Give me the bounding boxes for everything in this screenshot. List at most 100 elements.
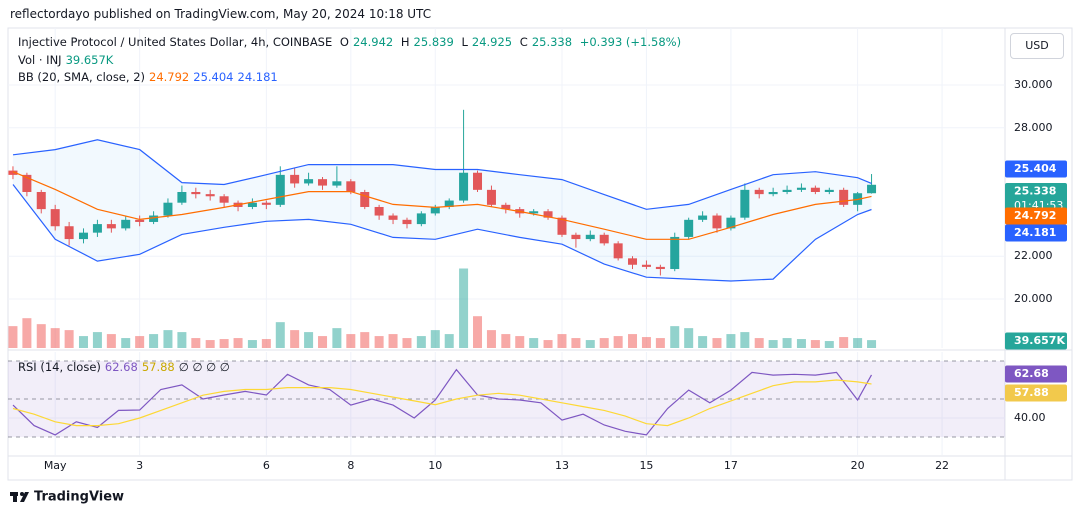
volume-bar xyxy=(135,336,145,348)
candle-body xyxy=(867,184,877,194)
volume-bar xyxy=(712,338,722,348)
legend-value: 25.839 xyxy=(413,35,454,49)
volume-bar xyxy=(486,330,496,348)
volume-bar xyxy=(853,338,863,348)
volume-bar xyxy=(92,332,102,348)
grid xyxy=(8,28,1005,455)
volume-bar xyxy=(501,334,511,348)
candle-body xyxy=(163,202,173,216)
volume-bar xyxy=(613,336,623,348)
volume-bar xyxy=(599,338,609,348)
candle-body xyxy=(346,181,356,192)
y-tick-label: 20.000 xyxy=(1014,292,1053,305)
y-tick-label: 40.00 xyxy=(1014,411,1046,424)
volume-bar xyxy=(740,332,750,348)
legend-key: H xyxy=(400,35,410,49)
candle-body xyxy=(486,189,496,205)
candle-body xyxy=(318,179,328,186)
legend-bb-value: 24.792 xyxy=(149,70,190,84)
candle-body xyxy=(543,211,553,218)
x-tick-label: 3 xyxy=(136,459,143,472)
line-series xyxy=(12,139,872,210)
legend-price: Injective Protocol / United States Dolla… xyxy=(18,35,685,49)
volume-bar xyxy=(388,334,398,348)
volume-bar xyxy=(655,338,665,348)
volume-bar xyxy=(473,316,483,348)
candle-body xyxy=(135,219,145,222)
candle-body xyxy=(599,234,609,244)
legend-bb-value: 25.404 xyxy=(193,70,234,84)
legend-key: C xyxy=(519,35,528,49)
price-badge-label: 24.792 xyxy=(1014,209,1056,222)
volume-bar xyxy=(149,334,159,348)
volume-bar xyxy=(670,326,680,348)
volume-bar xyxy=(768,340,778,348)
currency-button[interactable]: USD xyxy=(1010,33,1064,59)
candle-body xyxy=(121,219,131,229)
volume-bar xyxy=(121,338,131,348)
line-series xyxy=(12,184,872,282)
x-tick-label: 13 xyxy=(555,459,569,472)
candle-body xyxy=(473,172,483,190)
volume-bar xyxy=(824,341,834,348)
volume-bar xyxy=(8,326,18,348)
chart-frame xyxy=(7,27,1073,481)
price-badge xyxy=(1005,183,1067,215)
legend-value: 24.925 xyxy=(471,35,513,49)
candle-body xyxy=(275,174,285,205)
legend-rsi-hidden: ∅ ∅ ∅ ∅ xyxy=(178,360,230,374)
volume-bar xyxy=(402,338,412,348)
candle-body xyxy=(768,191,778,195)
line-series xyxy=(12,379,872,427)
y-tick-label: 22.000 xyxy=(1014,249,1053,262)
candle-body xyxy=(670,236,680,270)
candle-body xyxy=(641,264,651,267)
volume-bar xyxy=(796,339,806,348)
candle-body xyxy=(205,194,215,197)
band-fill xyxy=(12,139,872,282)
candle-body xyxy=(177,191,187,203)
price-badge xyxy=(1005,365,1067,383)
candle-body xyxy=(782,189,792,192)
volume-bar xyxy=(557,334,567,348)
candle-body xyxy=(557,217,567,235)
candle-body xyxy=(810,187,820,192)
volume-bar xyxy=(219,339,229,348)
volume-bar xyxy=(543,340,553,348)
price-badge xyxy=(1005,384,1067,402)
legend-value: 24.942 xyxy=(352,35,394,49)
x-tick-label: 8 xyxy=(347,459,354,472)
volume-bar xyxy=(36,324,46,348)
volume-bar xyxy=(346,334,356,348)
candle-body xyxy=(824,189,834,192)
volume-bar xyxy=(641,337,651,348)
volume-bar xyxy=(50,328,60,348)
volume-bar xyxy=(275,322,285,348)
candle-body xyxy=(796,187,806,190)
candle-body xyxy=(585,234,595,240)
volume-bar xyxy=(261,339,271,348)
volume-bar xyxy=(247,340,257,348)
footer-brand: TradingView xyxy=(34,490,124,505)
volume-bar xyxy=(782,338,792,348)
legend-volume-name: Vol · INJ xyxy=(18,53,62,67)
price-badge-label: 24.181 xyxy=(1014,226,1056,239)
volume-bar xyxy=(810,340,820,348)
x-tick-label: 20 xyxy=(851,459,865,472)
legend-rsi-name: RSI (14, close) xyxy=(18,360,101,374)
line-series xyxy=(12,171,872,240)
candle-body xyxy=(261,202,271,205)
legend-rsi: RSI (14, close) 62.68 57.88 ∅ ∅ ∅ ∅ xyxy=(18,360,234,374)
candle-body xyxy=(529,211,539,214)
volume-bar xyxy=(233,338,243,348)
candle-body xyxy=(247,202,257,207)
volume-bar xyxy=(106,334,116,348)
price-badge-label: 39.657K xyxy=(1014,334,1065,347)
candle-body xyxy=(430,206,440,214)
x-tick-label: 22 xyxy=(935,459,949,472)
candle-body xyxy=(106,224,116,229)
candle-body xyxy=(571,234,581,240)
volume-bar xyxy=(290,330,300,348)
x-tick-label: 17 xyxy=(724,459,738,472)
